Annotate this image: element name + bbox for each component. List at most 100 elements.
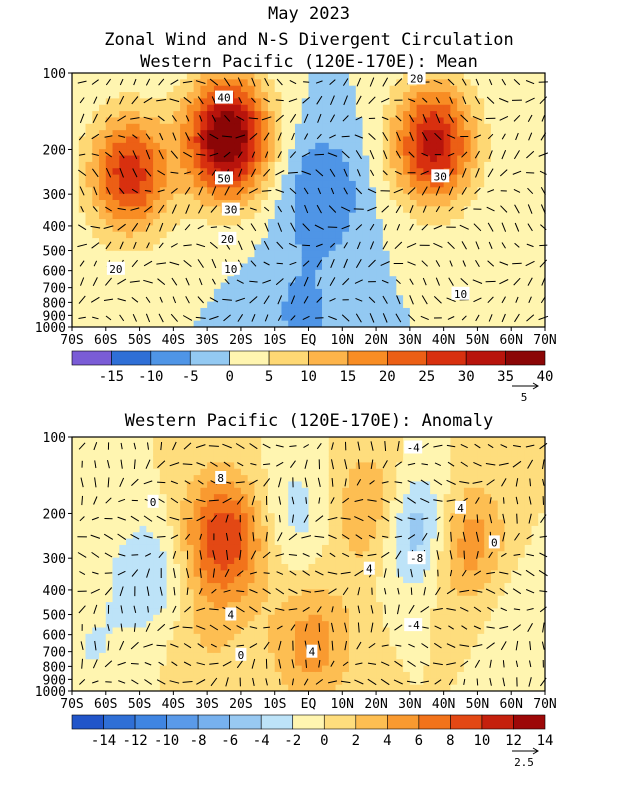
field-cell xyxy=(78,104,87,112)
field-cell xyxy=(240,174,249,182)
field-cell xyxy=(166,678,174,686)
field-cell xyxy=(281,589,289,597)
field-cell xyxy=(328,659,337,667)
field-cell xyxy=(213,320,222,328)
field-cell xyxy=(159,206,168,214)
field-cell xyxy=(153,602,161,609)
field-cell xyxy=(85,263,93,271)
field-cell xyxy=(180,104,188,112)
field-cell xyxy=(294,576,303,584)
field-cell xyxy=(153,130,161,137)
vector-arrow xyxy=(303,276,309,287)
vector-arrow xyxy=(90,296,100,303)
field-cell xyxy=(247,238,255,245)
field-cell xyxy=(484,307,492,315)
field-cell xyxy=(207,506,215,514)
field-cell xyxy=(369,307,377,315)
field-cell xyxy=(362,79,370,87)
field-cell xyxy=(159,633,168,641)
field-cell xyxy=(349,231,357,239)
field-cell xyxy=(92,231,100,239)
field-cell xyxy=(274,130,282,137)
field-cell xyxy=(220,155,228,163)
field-cell xyxy=(335,481,343,489)
field-cell xyxy=(369,269,377,277)
field-cell xyxy=(254,231,262,239)
field-cell xyxy=(207,98,215,106)
field-cell xyxy=(132,652,141,660)
field-cell xyxy=(443,301,451,309)
field-cell xyxy=(126,219,134,226)
field-cell xyxy=(119,487,127,495)
field-cell xyxy=(403,307,411,315)
field-cell xyxy=(315,250,323,258)
field-cell xyxy=(132,301,141,309)
field-cell xyxy=(159,627,168,635)
field-cell xyxy=(126,678,134,686)
field-cell xyxy=(524,212,532,220)
field-cell xyxy=(335,123,343,131)
field-cell xyxy=(497,257,505,264)
field-cell xyxy=(531,98,539,106)
field-cell xyxy=(126,314,134,322)
field-cell xyxy=(261,506,269,514)
field-cell xyxy=(153,614,161,622)
field-cell xyxy=(409,92,418,99)
field-cell xyxy=(173,92,181,99)
field-cell xyxy=(416,250,424,258)
field-cell xyxy=(457,161,465,169)
field-cell xyxy=(193,295,201,303)
page-title: May 2023 xyxy=(268,4,350,24)
field-cell xyxy=(267,206,276,214)
field-cell xyxy=(369,117,377,125)
vector-arrow xyxy=(170,313,178,322)
field-cell xyxy=(254,257,262,264)
field-cell xyxy=(166,244,174,252)
field-cell xyxy=(470,193,478,201)
field-cell xyxy=(247,282,255,290)
field-cell xyxy=(112,646,120,654)
field-cell xyxy=(159,85,168,93)
field-cell xyxy=(72,269,80,277)
field-cell xyxy=(126,627,134,635)
field-cell xyxy=(132,633,141,641)
field-cell xyxy=(180,180,188,188)
field-cell xyxy=(132,98,141,106)
field-cell xyxy=(396,301,404,309)
field-cell xyxy=(416,225,424,233)
field-cell xyxy=(180,295,188,303)
field-cell xyxy=(349,187,357,195)
field-cell xyxy=(99,193,107,201)
field-cell xyxy=(315,136,323,144)
field-cell xyxy=(105,219,114,226)
field-cell xyxy=(247,640,255,648)
field-cell xyxy=(524,98,532,106)
field-cell xyxy=(193,646,201,654)
field-cell xyxy=(112,73,120,80)
field-cell xyxy=(207,212,215,220)
field-cell xyxy=(105,633,114,641)
field-cell xyxy=(335,142,343,150)
field-cell xyxy=(105,295,114,303)
field-cell xyxy=(213,640,222,648)
field-cell xyxy=(355,104,364,112)
field-cell xyxy=(288,225,296,233)
field-cell xyxy=(72,257,80,264)
field-cell xyxy=(166,295,174,303)
vector-arrow xyxy=(448,277,454,286)
field-cell xyxy=(112,564,120,571)
field-cell xyxy=(85,595,93,603)
field-cell xyxy=(531,320,539,328)
field-cell xyxy=(301,288,309,296)
field-cell xyxy=(261,250,269,258)
field-cell xyxy=(207,621,215,628)
field-cell xyxy=(207,136,215,144)
field-cell xyxy=(322,684,330,692)
field-cell xyxy=(92,111,100,118)
field-cell xyxy=(139,513,147,521)
field-cell xyxy=(382,200,391,207)
vector-arrow xyxy=(396,131,401,142)
field-cell xyxy=(99,602,107,609)
field-cell xyxy=(193,111,201,118)
field-cell xyxy=(173,487,181,495)
